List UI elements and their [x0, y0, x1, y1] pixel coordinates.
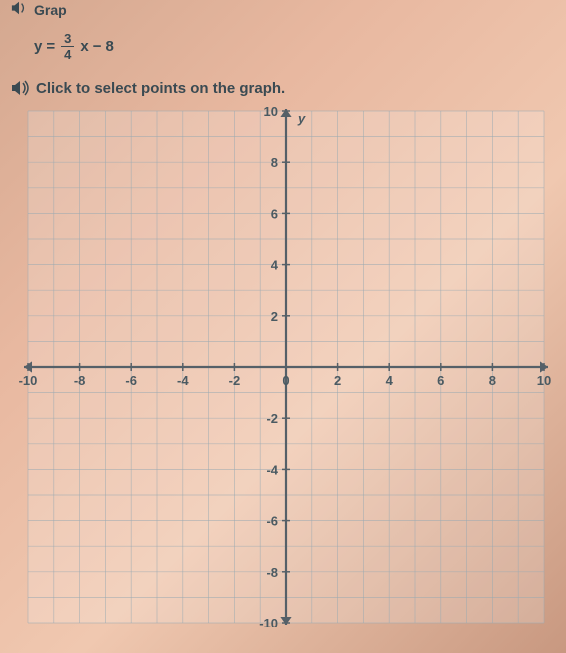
svg-text:-6: -6 — [266, 514, 278, 529]
svg-text:-4: -4 — [177, 373, 189, 388]
equation-op: − — [93, 38, 102, 55]
equation-eq: = — [46, 38, 55, 55]
equation-var: x — [80, 38, 88, 55]
graph-canvas[interactable]: -10 -8 -6 -4 -2 0 2 4 6 8 10 2 4 6 8 10 -2 -4 -6 -8 -10 y — [16, 107, 556, 627]
coordinate-graph[interactable]: -10 -8 -6 -4 -2 0 2 4 6 8 10 2 4 6 8 10 -2 -4 -6 -8 -10 y — [16, 107, 556, 627]
svg-text:y: y — [297, 111, 306, 126]
svg-text:2: 2 — [334, 373, 341, 388]
svg-text:-8: -8 — [74, 373, 86, 388]
equation-const: 8 — [105, 38, 113, 55]
header-cut-text: Grap — [34, 2, 67, 18]
svg-text:-6: -6 — [125, 373, 137, 388]
equation: y = 3 4 x − 8 — [10, 26, 556, 79]
svg-text:-2: -2 — [229, 373, 241, 388]
prompt-header-cut: Grap — [10, 0, 556, 26]
svg-text:-8: -8 — [266, 565, 278, 580]
svg-text:6: 6 — [271, 206, 278, 221]
svg-text:-4: -4 — [266, 462, 278, 477]
svg-text:-10: -10 — [19, 373, 38, 388]
svg-text:10: 10 — [264, 107, 278, 119]
svg-text:4: 4 — [271, 258, 279, 273]
svg-text:-10: -10 — [259, 616, 278, 627]
svg-text:8: 8 — [489, 373, 496, 388]
equation-lhs: y — [34, 38, 42, 55]
svg-text:4: 4 — [386, 373, 394, 388]
equation-numerator: 3 — [61, 32, 74, 47]
equation-denominator: 4 — [64, 47, 71, 61]
svg-text:6: 6 — [437, 373, 444, 388]
svg-text:8: 8 — [271, 155, 278, 170]
svg-text:2: 2 — [271, 309, 278, 324]
svg-text:-2: -2 — [266, 411, 278, 426]
svg-text:10: 10 — [537, 373, 551, 388]
speaker-icon[interactable] — [10, 0, 28, 16]
equation-fraction: 3 4 — [61, 32, 74, 61]
speaker-icon[interactable] — [10, 79, 30, 97]
instruction-text: Click to select points on the graph. — [36, 80, 285, 97]
svg-text:0: 0 — [282, 373, 289, 388]
